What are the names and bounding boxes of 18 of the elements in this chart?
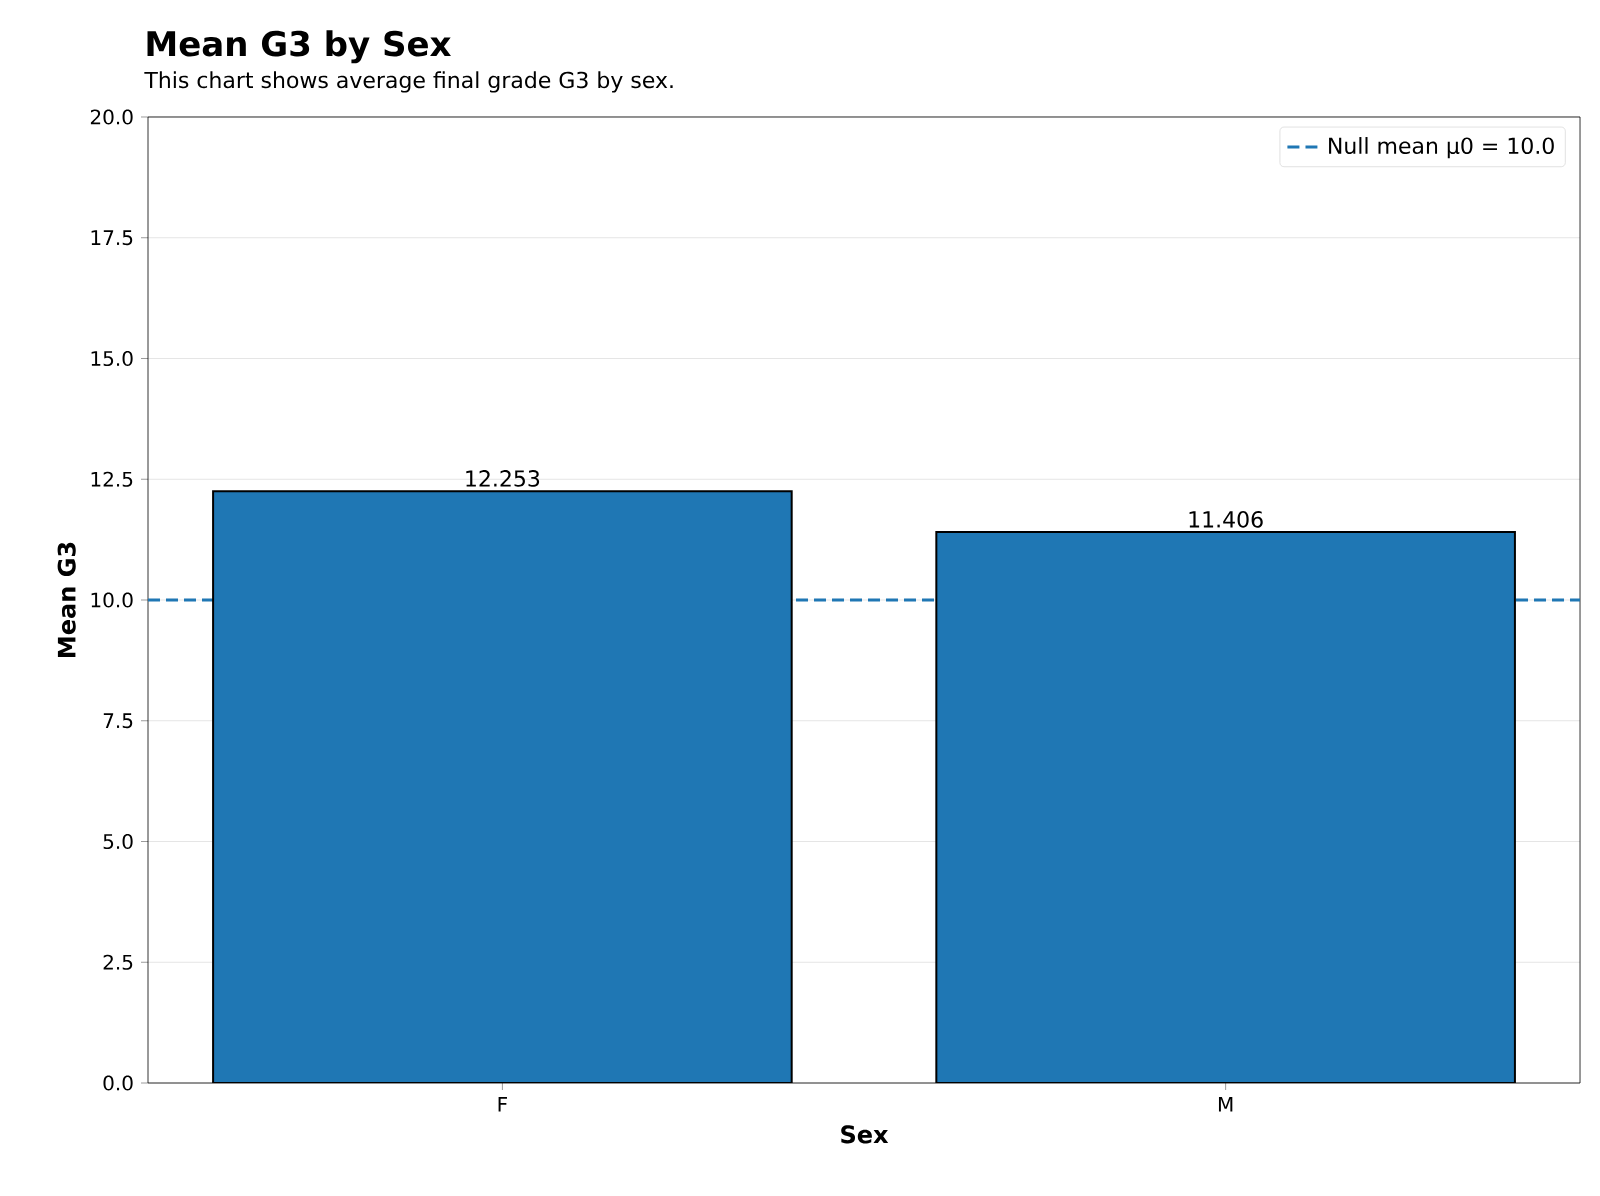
chart-subtitle: This chart shows average final grade G3 by sex. <box>144 71 673 93</box>
y-tick-label: 0.0 <box>103 1075 133 1091</box>
chart-title: Mean G3 by Sex <box>147 30 451 64</box>
data-label: 12.253 <box>466 470 540 487</box>
y-axis-title: Mean G3 <box>57 542 76 657</box>
legend-label: Null mean μ0 = 10.0 <box>1329 137 1554 159</box>
y-tick-label: 12.5 <box>91 471 133 487</box>
y-tick-label: 17.5 <box>91 230 133 246</box>
y-tick-label: 7.5 <box>103 713 133 729</box>
x-tick-label: M <box>1218 1097 1233 1112</box>
y-tick-label: 2.5 <box>103 954 133 970</box>
x-axis-title: Sex <box>841 1125 889 1144</box>
y-tick-label: 15.0 <box>91 350 133 367</box>
x-tick-label: F <box>498 1097 507 1112</box>
data-label: 11.406 <box>1189 511 1263 528</box>
y-tick-label: 10.0 <box>91 592 133 608</box>
y-tick-label: 5.0 <box>103 833 133 850</box>
y-tick-label: 20.0 <box>90 109 133 125</box>
